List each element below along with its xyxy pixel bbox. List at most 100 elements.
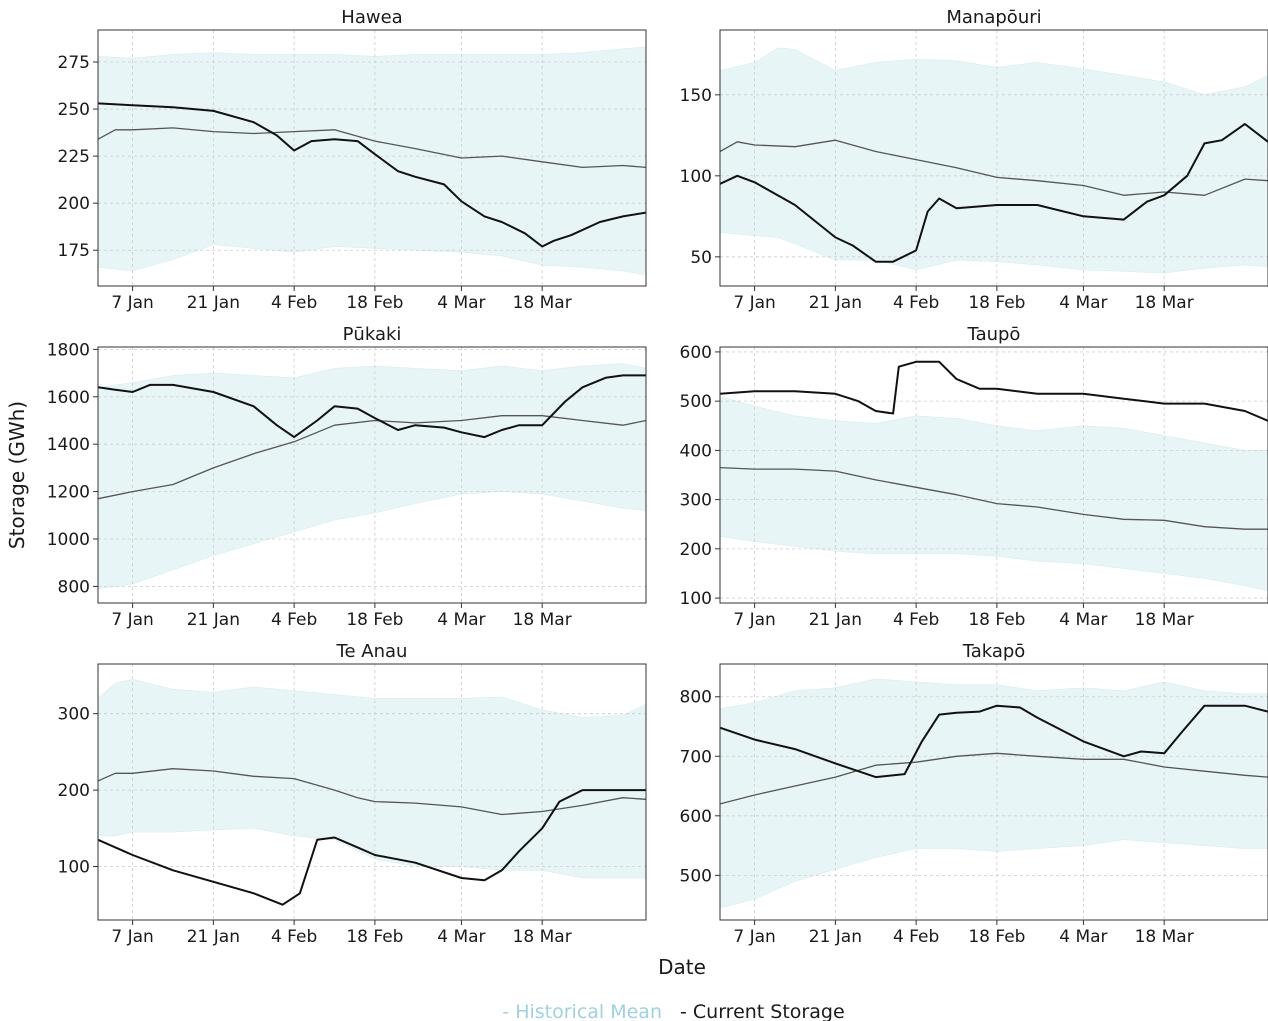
x-tick-label: 7 Jan (111, 610, 153, 630)
y-tick-label: 300 (58, 705, 90, 725)
y-tick-label: 100 (58, 858, 90, 878)
series-current-storage (720, 360, 1268, 422)
panel-manapouri: 50 100 150 7 Jan 21 Jan 4 Feb 18 Feb 4 Mar 18 Ma… (680, 7, 1268, 313)
y-tick-label: 1400 (47, 435, 90, 455)
series-historical-mean (720, 139, 1268, 196)
y-tick-label: 1600 (47, 388, 90, 408)
range-band (720, 47, 1268, 274)
series-current-storage (98, 374, 646, 439)
y-tick-label: 175 (58, 241, 90, 261)
x-tick-label: 21 Jan (187, 293, 240, 313)
axes-frame (719, 29, 1268, 287)
x-tick-label: 18 Feb (346, 927, 403, 947)
x-tick-label: 4 Mar (437, 293, 485, 313)
y-tick-label: 50 (690, 248, 712, 268)
x-tick-label: 18 Feb (968, 610, 1025, 630)
series-historical-mean (720, 466, 1268, 530)
x-tick-label: 21 Jan (809, 610, 862, 630)
y-tick-label: 800 (680, 688, 712, 708)
x-tick-label: 18 Feb (346, 610, 403, 630)
x-tick-label: 7 Jan (733, 293, 775, 313)
y-tick-label: 600 (680, 343, 712, 363)
x-tick-label: 18 Feb (968, 927, 1025, 947)
y-axis-label: Storage (GWh) (5, 401, 29, 549)
y-tick-label: 200 (680, 540, 712, 560)
y-tick-label: 1800 (47, 340, 90, 360)
y-tick-label: 400 (680, 441, 712, 461)
x-tick-label: 4 Feb (271, 610, 317, 630)
y-tick-label: 300 (680, 491, 712, 511)
series-current-storage (720, 704, 1268, 779)
x-tick-label: 4 Feb (893, 293, 939, 313)
panels: 175 200 225 250 275 7 Jan 21 Jan 4 Feb 18 Feb 4 M… (47, 7, 1268, 947)
x-tick-label: 18 Mar (513, 927, 572, 947)
axes-frame (719, 663, 1268, 921)
x-tick-label: 18 Feb (968, 293, 1025, 313)
panel-hawea: 175 200 225 250 275 7 Jan 21 Jan 4 Feb 18 Feb 4 M… (58, 7, 647, 313)
legend: - Historical Mean - Current Storage (502, 1001, 844, 1021)
panel-taupo: 100 200 300 400 500 600 7 Jan 21 Jan 4 Feb 18 Feb… (680, 324, 1268, 630)
panel-title: Hawea (341, 7, 402, 28)
x-tick-label: 4 Feb (893, 927, 939, 947)
panel-takapo: 500 600 700 800 7 Jan 21 Jan 4 Feb 18 Feb 4 Mar 1… (680, 641, 1268, 947)
panel-pukaki: 800 1000 1200 1400 1600 1800 7 Jan 21 Jan 4 Feb 1… (47, 324, 647, 630)
x-tick-label: 4 Feb (271, 927, 317, 947)
x-tick-label: 7 Jan (111, 293, 153, 313)
x-tick-label: 18 Mar (513, 610, 572, 630)
x-tick-label: 18 Mar (513, 293, 572, 313)
panel-title: Manapōuri (946, 7, 1041, 28)
range-band (720, 678, 1268, 909)
y-tick-label: 600 (680, 807, 712, 827)
y-tick-label: 1200 (47, 483, 90, 503)
panel-title: Taupō (967, 324, 1021, 345)
x-tick-label: 18 Mar (1135, 927, 1194, 947)
x-tick-label: 21 Jan (187, 610, 240, 630)
series-current-storage (720, 123, 1268, 263)
x-axis-label: Date (658, 955, 706, 979)
y-tick-label: 200 (58, 194, 90, 214)
axes-frame (719, 346, 1268, 604)
y-tick-label: 700 (680, 747, 712, 767)
y-tick-label: 800 (58, 577, 90, 597)
range-band (98, 679, 646, 879)
y-tick-label: 150 (680, 86, 712, 106)
legend-item-historical-mean: - Historical Mean (502, 1001, 662, 1021)
y-tick-label: 275 (58, 53, 90, 73)
x-tick-label: 4 Mar (1059, 293, 1107, 313)
x-tick-label: 21 Jan (809, 927, 862, 947)
range-band (98, 363, 646, 590)
panel-title: Takapō (962, 641, 1026, 662)
legend-item-current-storage: - Current Storage (680, 1001, 845, 1021)
x-tick-label: 4 Mar (1059, 927, 1107, 947)
axes-frame (97, 346, 647, 604)
series-historical-mean (720, 752, 1268, 805)
series-historical-mean (98, 127, 646, 169)
range-band (720, 395, 1268, 591)
x-tick-label: 21 Jan (809, 293, 862, 313)
series-historical-mean (98, 768, 646, 816)
series-current-storage (98, 789, 646, 906)
x-tick-label: 18 Mar (1135, 610, 1194, 630)
y-tick-label: 100 (680, 589, 712, 609)
axes-frame (97, 663, 647, 921)
x-tick-label: 4 Feb (271, 293, 317, 313)
range-band (98, 46, 646, 275)
x-tick-label: 4 Mar (437, 927, 485, 947)
x-tick-label: 4 Feb (893, 610, 939, 630)
x-tick-label: 7 Jan (733, 927, 775, 947)
x-tick-label: 7 Jan (111, 927, 153, 947)
y-tick-label: 200 (58, 781, 90, 801)
x-tick-label: 18 Feb (346, 293, 403, 313)
y-tick-label: 1000 (47, 530, 90, 550)
y-tick-label: 225 (58, 147, 90, 167)
series-current-storage (98, 102, 646, 248)
y-tick-label: 500 (680, 866, 712, 886)
y-tick-label: 500 (680, 392, 712, 412)
y-tick-label: 250 (58, 100, 90, 120)
series-historical-mean (98, 415, 646, 500)
x-tick-label: 21 Jan (187, 927, 240, 947)
axes-frame (97, 29, 647, 287)
panel-te-anau: 100 200 300 7 Jan 21 Jan 4 Feb 18 Feb 4 Mar 18 M… (58, 641, 647, 947)
x-tick-label: 4 Mar (437, 610, 485, 630)
